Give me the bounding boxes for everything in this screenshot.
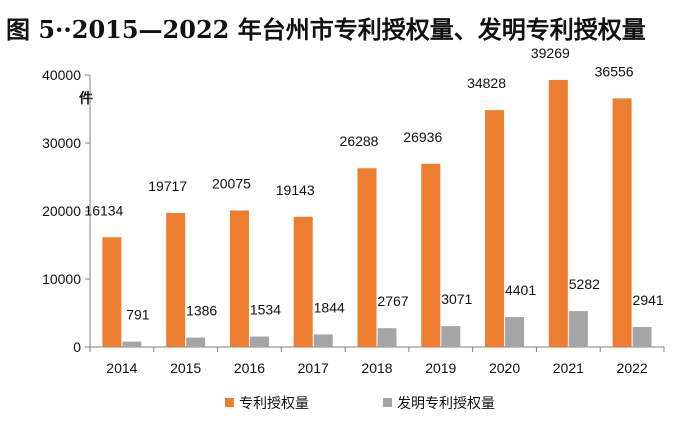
x-tick-label-2015: 2015 xyxy=(170,360,201,376)
y-tick-label-1: 10000 xyxy=(42,271,81,287)
data-label-series2-2015: 1386 xyxy=(186,303,217,319)
bar-series2-2016 xyxy=(249,336,269,347)
x-tick-label-2019: 2019 xyxy=(425,360,456,376)
data-label-series1-2014: 16134 xyxy=(84,202,123,218)
bar-series2-2019 xyxy=(441,326,461,347)
y-tick-label-0: 0 xyxy=(73,339,81,355)
data-label-series1-2019: 26936 xyxy=(403,129,442,145)
data-label-series2-2018: 2767 xyxy=(377,293,408,309)
data-label-series2-2014: 791 xyxy=(126,307,150,323)
x-tick-label-2022: 2022 xyxy=(617,360,648,376)
data-label-series1-2016: 20075 xyxy=(212,175,251,191)
y-axis-unit-label: 件 xyxy=(79,90,93,107)
bar-series2-2022 xyxy=(632,327,652,347)
data-label-series1-2020: 34828 xyxy=(467,75,506,91)
bar-series1-2021 xyxy=(548,79,568,347)
bars xyxy=(102,79,652,347)
x-tick-label-2016: 2016 xyxy=(234,360,265,376)
bar-series2-2015 xyxy=(186,337,206,347)
x-tick-label-2021: 2021 xyxy=(553,360,584,376)
bar-series2-2020 xyxy=(505,317,525,347)
axes: 0 10000 20000 30000 40000 2014 2015 2016 2017 201… xyxy=(42,67,665,376)
data-label-series2-2019: 3071 xyxy=(441,291,472,307)
bar-series1-2017 xyxy=(293,216,313,347)
y-tick-label-3: 30000 xyxy=(42,135,81,151)
bar-series1-2022 xyxy=(612,98,632,347)
bar-series2-2018 xyxy=(377,328,397,347)
bar-series2-2021 xyxy=(568,311,588,347)
data-label-series1-2021: 39269 xyxy=(531,45,570,61)
data-label-series1-2015: 19717 xyxy=(148,178,187,194)
bar-series1-2019 xyxy=(421,163,441,347)
x-tick-label-2018: 2018 xyxy=(361,360,392,376)
chart-title: 图 5··2015—2022 年台州市专利授权量、发明专利授权量 xyxy=(6,15,646,44)
legend-label-series2: 发明专利授权量 xyxy=(397,396,495,412)
x-tick-label-2014: 2014 xyxy=(106,360,137,376)
bar-series1-2016 xyxy=(229,210,249,347)
data-label-series1-2018: 26288 xyxy=(340,133,379,149)
data-label-series1-2022: 36556 xyxy=(595,63,634,79)
data-label-series2-2020: 4401 xyxy=(505,282,536,298)
legend-label-series1: 专利授权量 xyxy=(239,396,309,412)
data-label-series2-2021: 5282 xyxy=(569,276,600,292)
data-label-series2-2022: 2941 xyxy=(633,292,664,308)
y-tick-label-2: 20000 xyxy=(42,203,81,219)
data-labels: 16134 19717 20075 19143 26288 26936 34828 39269… xyxy=(84,45,663,323)
bar-series1-2014 xyxy=(102,237,122,347)
data-label-series2-2017: 1844 xyxy=(314,299,345,315)
x-tick-label-2017: 2017 xyxy=(298,360,329,376)
legend-swatch-series1 xyxy=(225,398,234,407)
data-label-series1-2017: 19143 xyxy=(276,182,315,198)
legend: 专利授权量 发明专利授权量 xyxy=(225,396,495,412)
x-tick-label-2020: 2020 xyxy=(489,360,520,376)
data-label-series2-2016: 1534 xyxy=(250,302,281,318)
bar-series1-2020 xyxy=(485,110,505,347)
bar-series2-2014 xyxy=(122,341,142,347)
y-tick-label-4: 40000 xyxy=(42,67,81,83)
bar-series1-2015 xyxy=(166,212,186,347)
bar-series1-2018 xyxy=(357,168,377,347)
bar-series2-2017 xyxy=(313,334,333,347)
legend-swatch-series2 xyxy=(383,398,392,407)
